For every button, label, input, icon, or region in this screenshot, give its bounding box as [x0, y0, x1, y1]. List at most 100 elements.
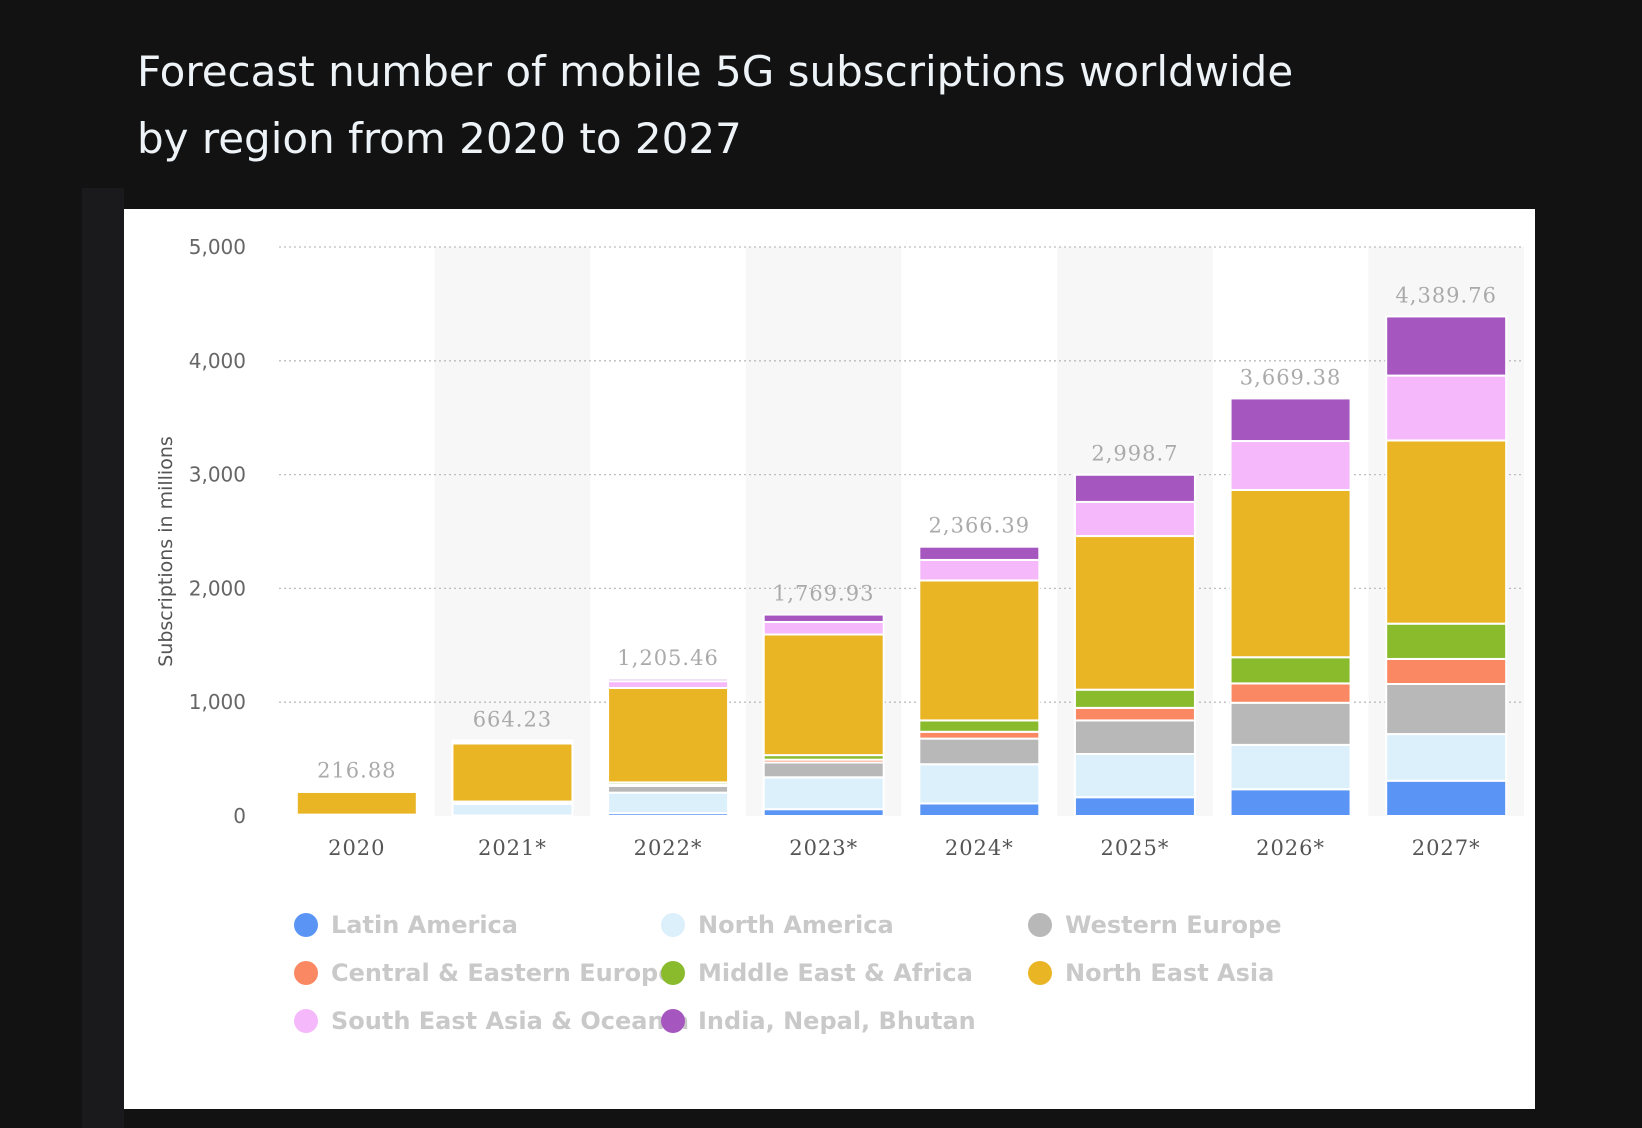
bar-segment [1229, 488, 1352, 659]
bar-segment [762, 776, 885, 811]
x-tick-label: 2023* [789, 836, 858, 860]
bar-segment [918, 558, 1041, 582]
legend-label: India, Nepal, Bhutan [698, 1007, 976, 1035]
bar-segment [1073, 500, 1196, 538]
y-tick-label: 3,000 [189, 463, 246, 487]
legend-marker-icon [1028, 961, 1052, 985]
bar-segment [918, 730, 1041, 740]
x-tick-label: 2021* [478, 836, 547, 860]
bar-segment [451, 742, 574, 803]
legend-item-middle-east-africa[interactable]: Middle East & Africa [661, 957, 973, 989]
bar-segment [607, 791, 730, 815]
legend-item-india-nepal-bhutan[interactable]: India, Nepal, Bhutan [661, 1005, 976, 1037]
legend-label: Western Europe [1065, 911, 1282, 939]
bar-segment [1073, 796, 1196, 818]
bar-segment [918, 802, 1041, 817]
bar-segment [1385, 622, 1508, 660]
x-tick-label: 2022* [634, 836, 703, 860]
bar-segment [1385, 657, 1508, 685]
legend-item-latin-america[interactable]: Latin America [294, 909, 518, 941]
bar-segment [762, 808, 885, 817]
bar-segment [1073, 752, 1196, 799]
legend-marker-icon [1028, 913, 1052, 937]
x-tick-label: 2027* [1412, 836, 1481, 860]
x-tick-label: 2025* [1100, 836, 1169, 860]
bar-total-label: 4,389.76 [1395, 283, 1497, 307]
page-title: Forecast number of mobile 5G subscriptio… [137, 38, 1437, 172]
bar-segment [918, 719, 1041, 733]
bar-segment [918, 737, 1041, 766]
bar-segment [1385, 374, 1508, 442]
bar-total-label: 216.88 [317, 758, 396, 782]
bar-segment [1229, 656, 1352, 685]
legend-label: Latin America [331, 911, 518, 939]
legend-item-central-eastern-europe[interactable]: Central & Eastern Europe [294, 957, 675, 989]
y-tick-label: 0 [233, 804, 246, 828]
bar-segment [607, 680, 730, 689]
legend-label: Central & Eastern Europe [331, 959, 675, 987]
chart-card: 0 1,000 2,000 3,000 4,000 5,000 Subscriptions … [124, 209, 1535, 1109]
legend-item-north-east-asia[interactable]: North East Asia [1028, 957, 1274, 989]
legend-label: South East Asia & Oceania [331, 1007, 690, 1035]
bar-segment [918, 545, 1041, 561]
x-tick-label: 2026* [1256, 836, 1325, 860]
bar-segment [1229, 743, 1352, 791]
bar-segment [1385, 733, 1508, 782]
bar-segment [762, 633, 885, 757]
legend-item-south-east-asia-oceania[interactable]: South East Asia & Oceania [294, 1005, 689, 1037]
category-band-bg [434, 247, 591, 816]
bar-segment [607, 784, 730, 794]
legend-marker-icon [294, 913, 318, 937]
bar-segment [1073, 719, 1196, 755]
bar-total-label: 1,769.93 [773, 582, 875, 606]
chart-legend: Latin America North America Western Euro… [294, 909, 1444, 1069]
bar-segment [762, 761, 885, 779]
bar-total-label: 1,205.46 [617, 646, 719, 670]
legend-marker-icon [661, 961, 685, 985]
legend-marker-icon [661, 913, 685, 937]
bar-segment [607, 677, 730, 683]
bar-segment [1229, 701, 1352, 746]
bar-segment [1385, 682, 1508, 736]
bar-segment [295, 790, 418, 816]
bar-segment [1229, 788, 1352, 818]
bar-segment [918, 763, 1041, 805]
bar-segment [1229, 682, 1352, 704]
y-tick-label: 1,000 [189, 690, 246, 714]
legend-label: North America [698, 911, 894, 939]
bar-segment [1073, 688, 1196, 709]
bar-total-label: 2,998.7 [1091, 442, 1178, 466]
page-title-line-2: by region from 2020 to 2027 [137, 114, 742, 163]
bar-total-label: 664.23 [473, 707, 552, 731]
x-tick-label: 2020 [328, 836, 385, 860]
bar-segment [762, 620, 885, 636]
bar-total-label: 3,669.38 [1240, 365, 1342, 389]
bar-segment [1073, 706, 1196, 722]
bar-segment [607, 686, 730, 784]
y-tick-label: 4,000 [189, 349, 246, 373]
x-tick-label: 2024* [945, 836, 1014, 860]
y-tick-label: 5,000 [189, 235, 246, 259]
bar-segment [1073, 473, 1196, 503]
bar-segment [1229, 440, 1352, 491]
bar-segment [1229, 397, 1352, 443]
page-title-line-1: Forecast number of mobile 5G subscriptio… [137, 47, 1294, 96]
y-tick-label: 2,000 [189, 576, 246, 600]
bar-total-label: 2,366.39 [929, 514, 1031, 538]
bar-segment [762, 613, 885, 623]
bar-segment [1385, 439, 1508, 625]
bar-segment [451, 803, 574, 817]
legend-item-north-america[interactable]: North America [661, 909, 894, 941]
y-axis-title: Subscriptions in millions [155, 436, 177, 667]
legend-marker-icon [294, 1009, 318, 1033]
legend-marker-icon [661, 1009, 685, 1033]
legend-label: North East Asia [1065, 959, 1275, 987]
side-shade [82, 188, 124, 1128]
legend-marker-icon [294, 961, 318, 985]
bar-segment [451, 739, 574, 743]
bar-segment [1385, 315, 1508, 377]
bar-segment [1073, 535, 1196, 691]
bar-segment [1385, 779, 1508, 817]
stacked-bar-chart: 0 1,000 2,000 3,000 4,000 5,000 Subscriptions … [155, 235, 1524, 860]
legend-item-western-europe[interactable]: Western Europe [1028, 909, 1281, 941]
